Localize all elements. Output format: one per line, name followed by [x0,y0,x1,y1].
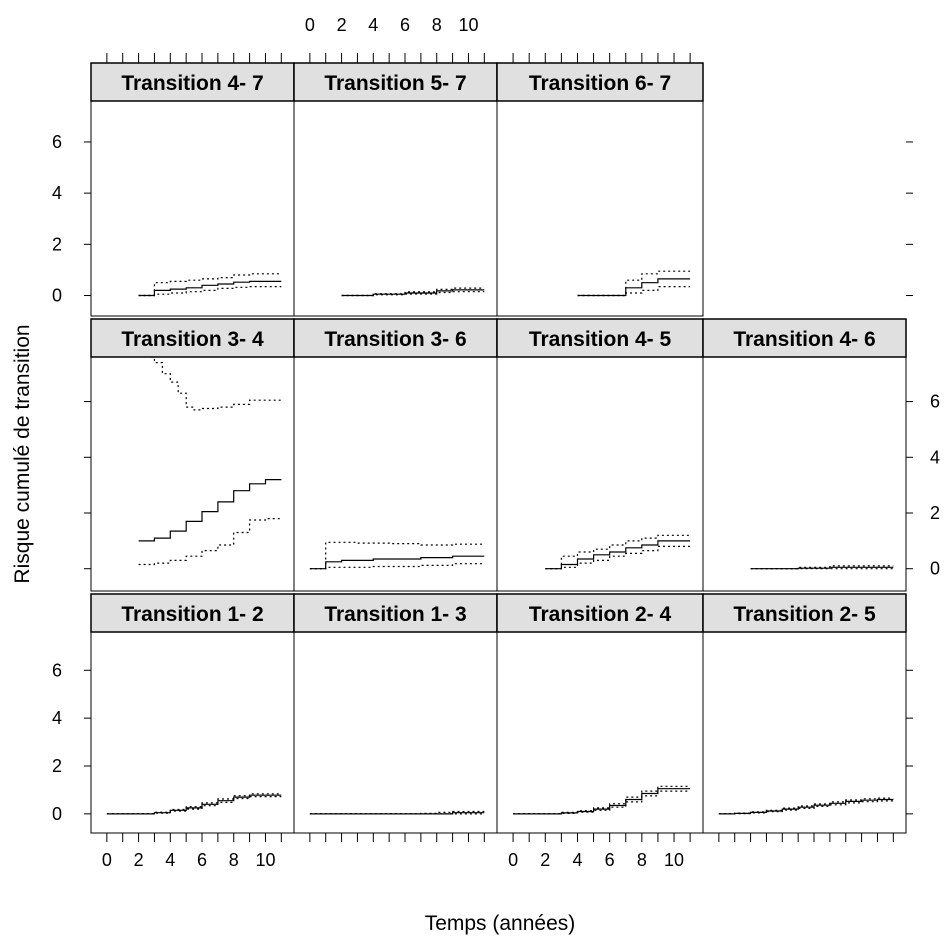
upper-bound-line [151,357,282,411]
panel-frame [293,100,498,317]
upper-bound-line [718,797,894,815]
y-tick-label: 6 [52,132,62,152]
estimate-line [309,812,485,815]
y-tick-label: 4 [52,708,62,728]
strip-label: Transition 4- 6 [733,328,875,351]
strip-label: Transition 3- 4 [121,328,264,351]
upper-bound-line [513,785,691,815]
strip-label: Transition 6- 7 [529,72,671,95]
strip-box [293,62,498,102]
strip-box [496,318,704,358]
upper-bound-line [309,541,485,570]
x-tick-label: 6 [400,15,410,35]
panel-frame [496,631,704,834]
estimate-line [309,555,485,570]
y-tick-label: 0 [52,286,62,306]
strip-label: Transition 2- 5 [733,603,876,626]
x-tick-label: 2 [337,15,347,35]
estimate-line [341,289,485,297]
x-tick-label: 4 [572,850,582,870]
upper-bound-line [545,534,691,570]
panel-frame [90,100,295,317]
lower-bound-line [513,790,691,815]
x-tick-label: 2 [134,850,144,870]
y-tick-label: 2 [930,503,940,523]
x-tick-label: 8 [432,15,442,35]
estimate-line [138,280,282,297]
x-tick-label: 0 [102,850,112,870]
strip-label: Transition 1- 2 [121,603,263,626]
strip-box [702,318,907,358]
strip-label: Transition 4- 5 [529,328,672,351]
lower-bound-line [138,518,282,566]
panel-frame [90,631,295,834]
x-tick-label: 6 [197,850,207,870]
estimate-line [718,798,894,815]
lower-bound-line [545,545,691,570]
panel-frame [293,356,498,592]
x-tick-label: 10 [458,15,478,35]
strip-label: Transition 5- 7 [324,72,466,95]
x-tick-label: 4 [165,850,175,870]
x-tick-label: 0 [305,15,315,35]
estimate-line [750,566,894,570]
panel-frame [496,100,704,317]
x-tick-label: 10 [255,850,275,870]
x-tick-label: 2 [540,850,550,870]
y-tick-label: 2 [52,234,62,254]
x-tick-label: 8 [229,850,239,870]
strip-box [702,593,907,633]
strip-box [293,318,498,358]
x-tick-label: 6 [605,850,615,870]
strip-box [496,62,704,102]
y-tick-label: 0 [52,804,62,824]
estimate-line [545,540,691,570]
panel-frame [496,356,704,592]
panel-frame [90,356,295,592]
estimate-line [513,788,691,815]
strip-label: Transition 3- 6 [324,328,466,351]
estimate-line [577,278,691,297]
x-tick-label: 4 [368,15,378,35]
y-tick-label: 6 [930,392,940,412]
strip-box [90,318,295,358]
strip-label: Transition 1- 3 [324,603,466,626]
upper-bound-line [106,793,282,815]
y-tick-label: 6 [52,660,62,680]
y-tick-label: 4 [930,447,940,467]
y-tick-label: 2 [52,756,62,776]
strip-label: Transition 2- 4 [529,603,672,626]
y-axis-title: Risque cumulé de transition [11,324,34,583]
panel-frame [702,631,907,834]
strip-label: Transition 4- 7 [121,72,263,95]
y-tick-label: 0 [930,559,940,579]
estimate-line [106,794,282,815]
strip-box [90,593,295,633]
y-tick-label: 4 [52,183,62,203]
strip-box [293,593,498,633]
x-tick-label: 8 [637,850,647,870]
x-axis-title: Temps (années) [425,912,576,935]
estimate-line [138,479,282,542]
lower-bound-line [138,286,282,297]
panel-frame [293,631,498,834]
x-tick-label: 0 [508,850,518,870]
upper-bound-line [138,273,282,297]
strip-box [496,593,704,633]
x-tick-label: 10 [664,850,684,870]
panel-frame [702,356,907,592]
strip-box [90,62,295,102]
